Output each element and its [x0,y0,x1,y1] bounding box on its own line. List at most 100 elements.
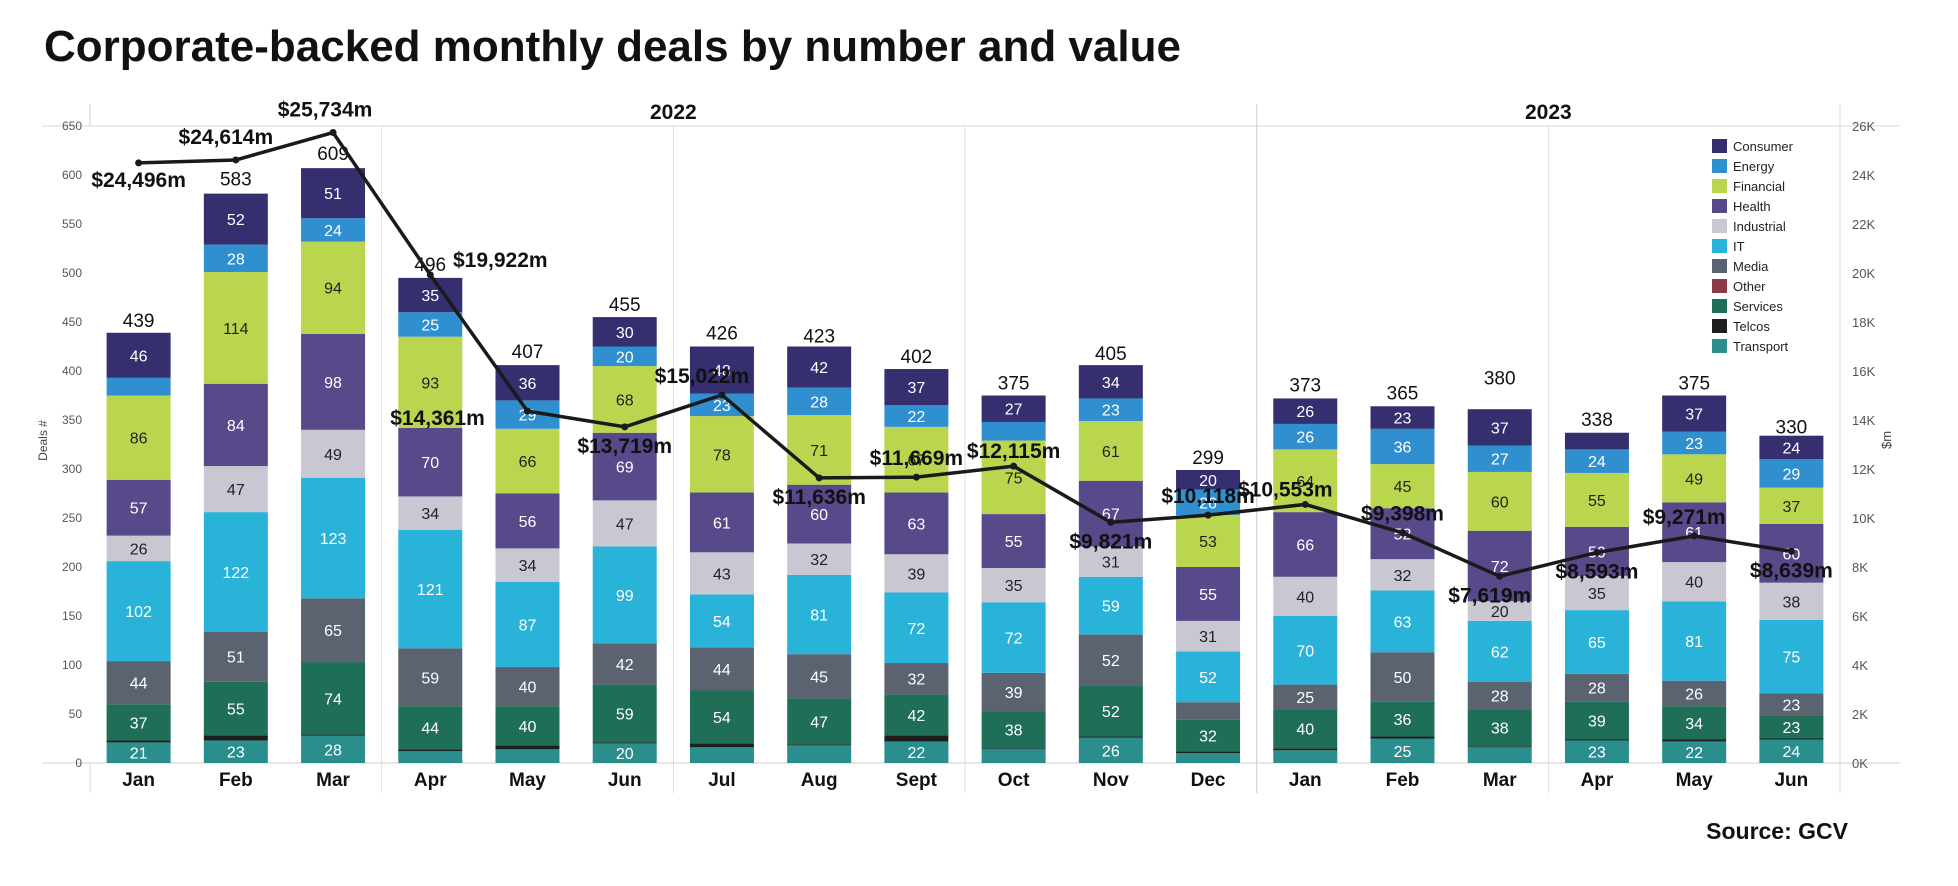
bar-segment-services [592,684,657,743]
bar-segment-label: 51 [227,650,245,667]
bar-segment-label: 114 [223,321,249,338]
bar-segment-financial [1564,472,1629,527]
bar-segment-label: 34 [1102,375,1120,392]
bar-segment-label: 57 [130,501,148,518]
bar-segment-consumer [301,168,366,219]
x-tick-label: Jan [1289,770,1322,791]
bar-segment-label: 123 [320,531,347,548]
bar-segment-label: 40 [1685,575,1703,592]
chart-source: Source: GCV [1706,818,1848,844]
y-tick-label: 400 [62,364,82,378]
bar-segment-energy [106,377,171,396]
y-tick-label: 500 [62,266,82,280]
bar-segment-label: 30 [616,325,634,342]
bar-segment-label: 55 [1588,493,1606,510]
bar-segment-label: 26 [1199,495,1217,512]
bar-segment-it [592,546,657,644]
bar-segment-transport [495,749,560,763]
bar-segment-transport [301,735,366,763]
bar-segment-label: 56 [519,514,537,531]
bar-segment-transport [1176,753,1241,763]
bar-segment-telcos [1564,739,1629,741]
bar-segment-industrial [787,543,852,575]
bar-segment-transport [981,749,1046,763]
bar-segment-label: 121 [417,582,444,599]
bar-segment-financial [495,428,560,494]
bar-segment-label: 64 [1296,474,1314,491]
bar-segment-label: 49 [1685,471,1703,488]
bar-segment-transport [884,741,949,763]
bar-segment-media [106,661,171,705]
bar-segment-label: 63 [907,516,925,533]
bar-segment-financial [301,241,366,334]
bar-segment-label: 37 [1685,407,1703,424]
y-tick-label: 450 [62,315,82,329]
bar-total-label: 380 [1484,369,1516,390]
bar-segment-label: 26 [130,541,148,558]
bar-segment-media [1759,693,1824,716]
bar-segment-label: 44 [421,721,439,738]
bar-segment-telcos [203,735,268,741]
bar-segment-media [301,598,366,663]
x-tick-label: Jul [708,770,735,791]
bar-segment-health [1662,502,1727,563]
bar-segment-energy [1273,423,1338,450]
bar-segment-label: 24 [1782,744,1800,761]
bar-segment-consumer [203,193,268,245]
bar-segment-label: 27 [1005,402,1023,419]
bar-segment-label: 26 [1296,430,1314,447]
value-label: $10,553m [1238,478,1333,501]
bar-total-label: 455 [609,295,641,316]
bar-segment-label: 59 [616,707,634,724]
bar-segment-health [1176,567,1241,621]
y2-tick-label: 12K [1852,462,1875,477]
bar-segment-energy [1176,489,1241,516]
bar-total-label: 407 [512,342,544,363]
bar-segment-services [787,698,852,745]
bar-segment-it [1662,601,1727,681]
bar-segment-label: 42 [616,657,634,674]
bar-segment-energy [787,387,852,416]
value-label: $8,639m [1750,559,1833,582]
bar-segment-health [1273,512,1338,577]
bar-segment-label: 70 [421,455,439,472]
bar-segment-telcos [1662,739,1727,742]
bar-segment-label: 24 [1588,454,1606,471]
y2-tick-label: 26K [1852,119,1875,134]
bar-segment-label: 36 [1394,712,1412,729]
legend-swatch-energy [1712,159,1727,173]
bar-segment-label: 102 [125,604,152,621]
bar-segment-it [1078,576,1143,635]
bar-segment-media [1176,702,1241,720]
bar-segment-health [301,333,366,430]
year-label: 2022 [650,101,697,124]
bar-segment-label: 23 [713,398,731,415]
x-tick-label: Feb [1386,770,1420,791]
bar-total-label: 338 [1581,410,1613,431]
bar-segment-consumer [1370,406,1435,429]
bar-segment-transport [398,751,463,763]
bar-segment-it [203,512,268,632]
y-tick-label: 50 [69,707,83,721]
bar-segment-consumer [1176,469,1241,490]
bar-segment-label: 52 [1102,704,1120,721]
bar-segment-industrial [1662,562,1727,602]
bar-segment-health [495,493,560,549]
value-point [1399,529,1406,537]
bar-total-label: 402 [901,347,933,368]
bar-segment-consumer [981,395,1046,422]
bar-segment-energy [1370,428,1435,465]
bar-segment-label: 45 [1394,479,1412,496]
x-tick-label: Feb [219,770,253,791]
bar-total-label: 405 [1095,344,1127,365]
legend-swatch-transport [1712,339,1727,353]
bar-segment-energy [1467,445,1532,472]
bar-segment-label: 31 [1199,629,1217,646]
x-tick-label: Apr [414,770,447,791]
bar-segment-industrial [1564,575,1629,611]
bar-segment-label: 20 [616,746,634,763]
bar-segment-label: 24 [1782,440,1800,457]
bar-segment-label: 72 [1491,559,1509,576]
bar-segment-label: 26 [1102,743,1120,760]
legend-label: Services [1733,299,1783,314]
